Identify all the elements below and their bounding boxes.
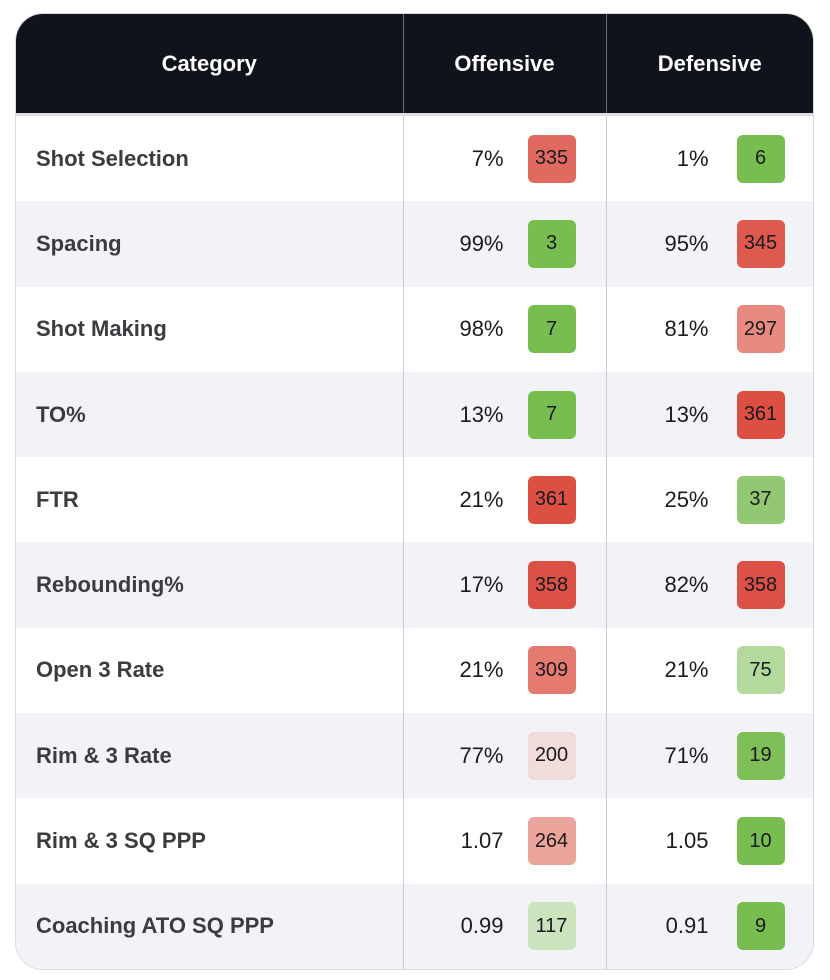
offensive-rank-badge: 3 bbox=[527, 219, 576, 268]
row-category: Shot Selection bbox=[16, 114, 403, 202]
table-row: FTR 21% 361 25% 37 bbox=[16, 457, 813, 543]
offensive-cell: 99% 3 bbox=[402, 201, 606, 287]
defensive-cell: 13% 361 bbox=[605, 371, 813, 458]
defensive-cell: 0.91 9 bbox=[605, 883, 813, 969]
category-label: Shot Selection bbox=[36, 145, 189, 171]
defensive-cell: 21% 75 bbox=[605, 627, 813, 714]
table-row: Coaching ATO SQ PPP 0.99 117 0.91 9 bbox=[16, 883, 813, 969]
defensive-cell: 81% 297 bbox=[605, 286, 813, 372]
defensive-value: 71% bbox=[664, 742, 709, 768]
defensive-cell: 82% 358 bbox=[605, 542, 813, 628]
offensive-cell: 17% 358 bbox=[402, 542, 606, 628]
defensive-value: 13% bbox=[664, 401, 709, 427]
offensive-value: 99% bbox=[459, 230, 504, 256]
defensive-cell: 25% 37 bbox=[605, 457, 813, 543]
offensive-value: 0.99 bbox=[460, 913, 504, 939]
defensive-cell: 1.05 10 bbox=[605, 798, 813, 884]
defensive-rank-badge: 297 bbox=[736, 305, 785, 354]
table-row: Rebounding% 17% 358 82% 358 bbox=[16, 542, 813, 628]
header-offensive: Offensive bbox=[402, 14, 606, 116]
defensive-rank-badge: 19 bbox=[736, 731, 785, 780]
row-category: Open 3 Rate bbox=[16, 627, 403, 714]
offensive-value: 13% bbox=[459, 401, 504, 427]
row-category: FTR bbox=[16, 457, 403, 543]
offensive-rank-badge: 7 bbox=[527, 305, 576, 354]
defensive-cell: 95% 345 bbox=[605, 201, 813, 287]
offensive-rank-badge: 200 bbox=[527, 731, 576, 780]
row-category: Shot Making bbox=[16, 286, 403, 372]
defensive-cell: 1% 6 bbox=[605, 114, 813, 202]
table-row: Shot Selection 7% 335 1% 6 bbox=[16, 114, 813, 202]
category-label: Rim & 3 Rate bbox=[36, 742, 172, 768]
offensive-value: 17% bbox=[459, 572, 504, 598]
row-category: Coaching ATO SQ PPP bbox=[16, 883, 403, 969]
defensive-rank-badge: 6 bbox=[736, 134, 785, 183]
offensive-rank-badge: 7 bbox=[527, 390, 576, 439]
offensive-value: 21% bbox=[459, 486, 504, 512]
table-body: Shot Selection 7% 335 1% 6 Spacing 99% 3… bbox=[16, 114, 813, 969]
defensive-rank-badge: 37 bbox=[736, 475, 785, 524]
offensive-rank-badge: 264 bbox=[527, 817, 576, 866]
offensive-cell: 0.99 117 bbox=[402, 883, 606, 969]
offensive-cell: 1.07 264 bbox=[402, 798, 606, 884]
defensive-value: 1.05 bbox=[665, 828, 709, 854]
offensive-value: 77% bbox=[459, 742, 504, 768]
category-label: Open 3 Rate bbox=[36, 657, 165, 683]
defensive-rank-badge: 345 bbox=[736, 219, 785, 268]
offensive-cell: 98% 7 bbox=[402, 286, 606, 372]
offensive-value: 7% bbox=[471, 145, 504, 171]
offensive-rank-badge: 358 bbox=[527, 561, 576, 610]
category-label: Shot Making bbox=[36, 316, 167, 342]
table-row: Open 3 Rate 21% 309 21% 75 bbox=[16, 627, 813, 714]
offensive-cell: 21% 361 bbox=[402, 457, 606, 543]
defensive-value: 81% bbox=[664, 316, 709, 342]
offensive-rank-badge: 309 bbox=[527, 646, 576, 695]
defensive-value: 25% bbox=[664, 486, 709, 512]
defensive-value: 0.91 bbox=[665, 913, 709, 939]
defensive-rank-badge: 9 bbox=[736, 902, 785, 951]
category-label: Spacing bbox=[36, 230, 122, 256]
category-label: Coaching ATO SQ PPP bbox=[36, 913, 274, 939]
offensive-cell: 77% 200 bbox=[402, 713, 606, 799]
offensive-cell: 13% 7 bbox=[402, 371, 606, 458]
offensive-value: 98% bbox=[459, 316, 504, 342]
table-header-row: Category Offensive Defensive bbox=[16, 14, 813, 116]
table-row: Rim & 3 SQ PPP 1.07 264 1.05 10 bbox=[16, 798, 813, 884]
table-row: Shot Making 98% 7 81% 297 bbox=[16, 286, 813, 372]
defensive-rank-badge: 358 bbox=[736, 561, 785, 610]
defensive-rank-badge: 361 bbox=[736, 390, 785, 439]
offensive-rank-badge: 335 bbox=[527, 134, 576, 183]
header-defensive: Defensive bbox=[605, 14, 813, 116]
row-category: Rebounding% bbox=[16, 542, 403, 628]
row-category: Rim & 3 SQ PPP bbox=[16, 798, 403, 884]
category-label: TO% bbox=[36, 401, 86, 427]
offensive-rank-badge: 117 bbox=[527, 902, 576, 951]
defensive-cell: 71% 19 bbox=[605, 713, 813, 799]
table-row: Spacing 99% 3 95% 345 bbox=[16, 201, 813, 287]
offensive-rank-badge: 361 bbox=[527, 475, 576, 524]
row-category: Spacing bbox=[16, 201, 403, 287]
defensive-value: 21% bbox=[664, 657, 709, 683]
offensive-value: 21% bbox=[459, 657, 504, 683]
category-label: Rim & 3 SQ PPP bbox=[36, 828, 206, 854]
defensive-value: 82% bbox=[664, 572, 709, 598]
table-row: TO% 13% 7 13% 361 bbox=[16, 371, 813, 458]
defensive-rank-badge: 10 bbox=[736, 817, 785, 866]
stats-table-card: Category Offensive Defensive Shot Select… bbox=[15, 13, 814, 970]
category-label: FTR bbox=[36, 486, 79, 512]
defensive-rank-badge: 75 bbox=[736, 646, 785, 695]
table-row: Rim & 3 Rate 77% 200 71% 19 bbox=[16, 713, 813, 799]
stats-table: Category Offensive Defensive Shot Select… bbox=[16, 14, 813, 969]
offensive-value: 1.07 bbox=[460, 828, 504, 854]
header-category: Category bbox=[16, 14, 403, 116]
row-category: TO% bbox=[16, 371, 403, 458]
defensive-value: 95% bbox=[664, 230, 709, 256]
offensive-cell: 7% 335 bbox=[402, 114, 606, 202]
row-category: Rim & 3 Rate bbox=[16, 713, 403, 799]
offensive-cell: 21% 309 bbox=[402, 627, 606, 714]
defensive-value: 1% bbox=[676, 145, 709, 171]
category-label: Rebounding% bbox=[36, 572, 184, 598]
